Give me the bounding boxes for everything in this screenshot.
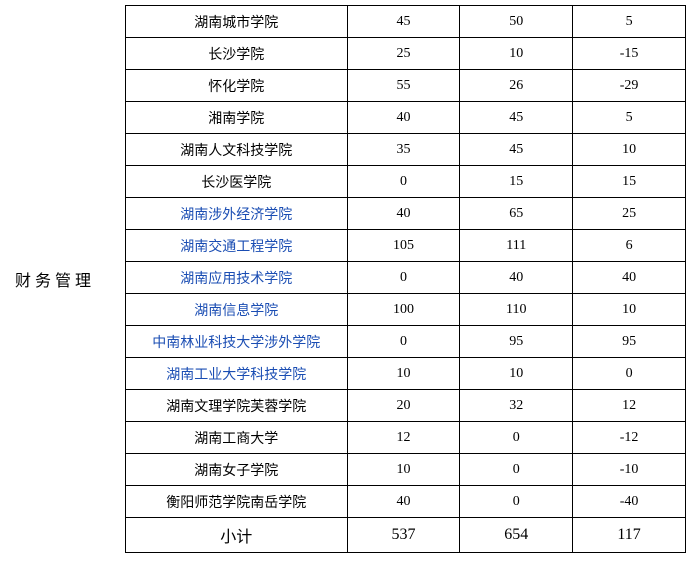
value1-cell: 35 <box>347 134 460 166</box>
school-cell: 长沙医学院 <box>126 166 348 198</box>
school-cell[interactable]: 湖南应用技术学院 <box>126 262 348 294</box>
value2-cell: 0 <box>460 422 573 454</box>
value2-cell: 0 <box>460 454 573 486</box>
table-row: 湖南涉外经济学院406525 <box>126 198 686 230</box>
value3-cell: 5 <box>573 102 686 134</box>
value3-cell: -10 <box>573 454 686 486</box>
table-row: 湘南学院40455 <box>126 102 686 134</box>
value3-cell: 6 <box>573 230 686 262</box>
value2-cell: 65 <box>460 198 573 230</box>
school-cell: 湘南学院 <box>126 102 348 134</box>
table-row: 湖南文理学院芙蓉学院203212 <box>126 390 686 422</box>
value2-cell: 10 <box>460 358 573 390</box>
value1-cell: 45 <box>347 6 460 38</box>
value1-cell: 55 <box>347 70 460 102</box>
value3-cell: 0 <box>573 358 686 390</box>
school-cell[interactable]: 湖南信息学院 <box>126 294 348 326</box>
value3-cell: 15 <box>573 166 686 198</box>
value1-cell: 40 <box>347 198 460 230</box>
value3-cell: 40 <box>573 262 686 294</box>
table-row: 湖南人文科技学院354510 <box>126 134 686 166</box>
total-v1-cell: 537 <box>347 518 460 553</box>
school-cell: 湖南人文科技学院 <box>126 134 348 166</box>
school-cell: 衡阳师范学院南岳学院 <box>126 486 348 518</box>
total-v3-cell: 117 <box>573 518 686 553</box>
value1-cell: 105 <box>347 230 460 262</box>
school-cell[interactable]: 中南林业科技大学涉外学院 <box>126 326 348 358</box>
table-row: 长沙学院2510-15 <box>126 38 686 70</box>
value3-cell: -40 <box>573 486 686 518</box>
value2-cell: 110 <box>460 294 573 326</box>
table-row: 湖南工商大学120-12 <box>126 422 686 454</box>
value1-cell: 40 <box>347 102 460 134</box>
value1-cell: 40 <box>347 486 460 518</box>
value2-cell: 45 <box>460 134 573 166</box>
value2-cell: 50 <box>460 6 573 38</box>
school-cell: 怀化学院 <box>126 70 348 102</box>
value3-cell: 12 <box>573 390 686 422</box>
value2-cell: 15 <box>460 166 573 198</box>
school-cell: 湖南女子学院 <box>126 454 348 486</box>
table-row: 衡阳师范学院南岳学院400-40 <box>126 486 686 518</box>
table-row: 怀化学院5526-29 <box>126 70 686 102</box>
total-v2-cell: 654 <box>460 518 573 553</box>
school-cell: 长沙学院 <box>126 38 348 70</box>
total-row: 小计537654117 <box>126 518 686 553</box>
school-cell: 湖南文理学院芙蓉学院 <box>126 390 348 422</box>
value2-cell: 0 <box>460 486 573 518</box>
value2-cell: 32 <box>460 390 573 422</box>
value3-cell: 10 <box>573 294 686 326</box>
value1-cell: 10 <box>347 358 460 390</box>
value3-cell: 10 <box>573 134 686 166</box>
value1-cell: 100 <box>347 294 460 326</box>
value2-cell: 45 <box>460 102 573 134</box>
value1-cell: 20 <box>347 390 460 422</box>
total-label-cell: 小计 <box>126 518 348 553</box>
value3-cell: -12 <box>573 422 686 454</box>
table-row: 中南林业科技大学涉外学院09595 <box>126 326 686 358</box>
value1-cell: 0 <box>347 166 460 198</box>
value2-cell: 111 <box>460 230 573 262</box>
value2-cell: 40 <box>460 262 573 294</box>
value3-cell: 95 <box>573 326 686 358</box>
table-container: 财务管理 湖南城市学院45505长沙学院2510-15怀化学院5526-29湘南… <box>5 5 686 553</box>
category-label: 财务管理 <box>5 267 125 291</box>
data-table: 湖南城市学院45505长沙学院2510-15怀化学院5526-29湘南学院404… <box>125 5 686 553</box>
table-body: 湖南城市学院45505长沙学院2510-15怀化学院5526-29湘南学院404… <box>126 6 686 553</box>
table-row: 湖南城市学院45505 <box>126 6 686 38</box>
value3-cell: -29 <box>573 70 686 102</box>
value3-cell: 25 <box>573 198 686 230</box>
school-cell: 湖南城市学院 <box>126 6 348 38</box>
value1-cell: 10 <box>347 454 460 486</box>
value3-cell: -15 <box>573 38 686 70</box>
school-cell[interactable]: 湖南交通工程学院 <box>126 230 348 262</box>
table-row: 湖南应用技术学院04040 <box>126 262 686 294</box>
table-row: 湖南工业大学科技学院10100 <box>126 358 686 390</box>
table-row: 湖南交通工程学院1051116 <box>126 230 686 262</box>
value2-cell: 95 <box>460 326 573 358</box>
school-cell[interactable]: 湖南涉外经济学院 <box>126 198 348 230</box>
table-row: 湖南信息学院10011010 <box>126 294 686 326</box>
value3-cell: 5 <box>573 6 686 38</box>
table-row: 长沙医学院01515 <box>126 166 686 198</box>
value1-cell: 0 <box>347 326 460 358</box>
value2-cell: 10 <box>460 38 573 70</box>
value1-cell: 0 <box>347 262 460 294</box>
table-row: 湖南女子学院100-10 <box>126 454 686 486</box>
value2-cell: 26 <box>460 70 573 102</box>
value1-cell: 12 <box>347 422 460 454</box>
value1-cell: 25 <box>347 38 460 70</box>
school-cell: 湖南工商大学 <box>126 422 348 454</box>
school-cell[interactable]: 湖南工业大学科技学院 <box>126 358 348 390</box>
